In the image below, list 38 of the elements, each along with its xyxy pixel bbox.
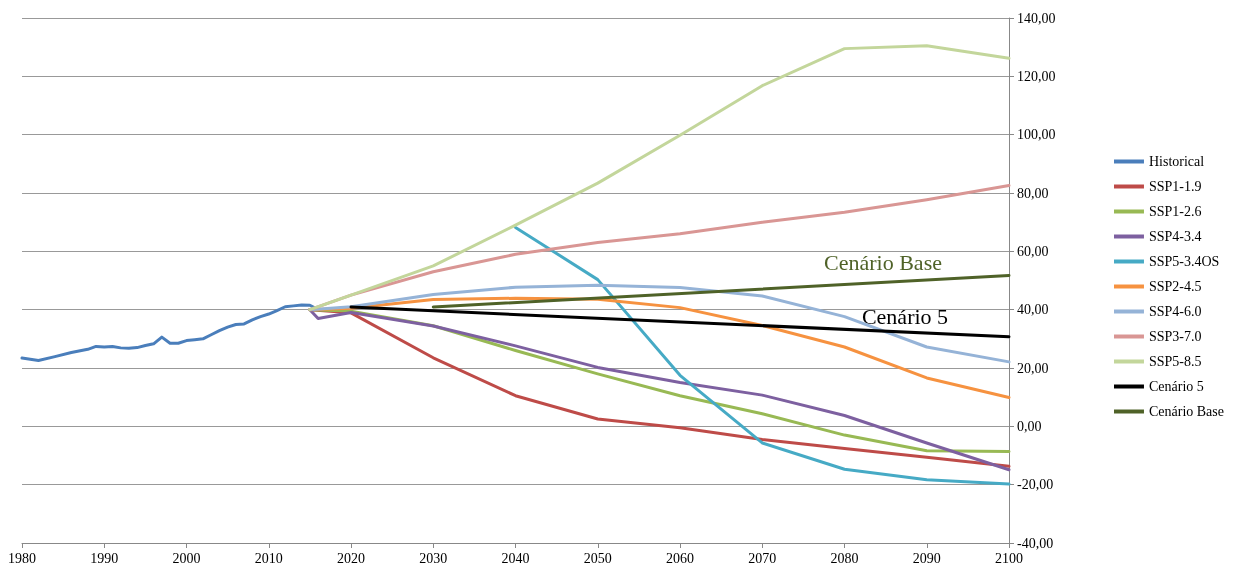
legend-label: Cenário Base — [1148, 404, 1224, 419]
x-tick-label: 2030 — [419, 550, 448, 566]
legend-label: SSP5-8.5 — [1148, 354, 1202, 369]
y-tick-label: 120,00 — [1017, 68, 1056, 84]
legend-label: Cenário 5 — [1148, 379, 1204, 394]
x-tick-label: 2060 — [666, 550, 694, 566]
x-tick-label: 1990 — [90, 550, 119, 566]
annotation: Cenário 5 — [861, 303, 949, 329]
x-tick-label: 2010 — [254, 550, 283, 566]
x-tick-label: 1980 — [8, 550, 36, 566]
line-series — [308, 44, 1011, 312]
y-tick-label: 0,00 — [1017, 418, 1042, 434]
legend-label: SSP2-4.5 — [1148, 279, 1202, 294]
y-tick-label: 80,00 — [1017, 185, 1049, 201]
x-tick-label: 2090 — [912, 550, 941, 566]
y-tick-label: 100,00 — [1017, 127, 1056, 143]
y-tick-label: 60,00 — [1017, 243, 1049, 259]
x-tick-label: 2020 — [337, 550, 365, 566]
annotation: Cenário Base — [824, 249, 942, 275]
y-tick-label: -40,00 — [1017, 535, 1054, 551]
legend-label: SSP1-1.9 — [1148, 179, 1202, 194]
y-tick-label: 140,00 — [1017, 10, 1056, 26]
x-tick-label: 2080 — [830, 550, 859, 566]
line-series — [514, 225, 1011, 486]
x-tick-label: 2050 — [583, 550, 612, 566]
x-tick-label: 2000 — [172, 550, 201, 566]
legend-label: Historical — [1148, 154, 1205, 169]
y-tick-label: -20,00 — [1017, 477, 1054, 493]
legend-label: SSP3-7.0 — [1148, 329, 1202, 344]
legend-label: SSP4-3.4 — [1148, 229, 1202, 244]
x-tick-label: 2040 — [501, 550, 530, 566]
legend-label: SSP4-6.0 — [1148, 304, 1202, 319]
y-tick-label: 20,00 — [1017, 360, 1049, 376]
legend-label: SSP1-2.6 — [1148, 204, 1202, 219]
y-tick-label: 40,00 — [1017, 302, 1049, 318]
x-tick-label: 2070 — [748, 550, 777, 566]
x-tick-label: 2100 — [995, 550, 1023, 566]
legend-label: SSP5-3.4OS — [1148, 254, 1220, 269]
